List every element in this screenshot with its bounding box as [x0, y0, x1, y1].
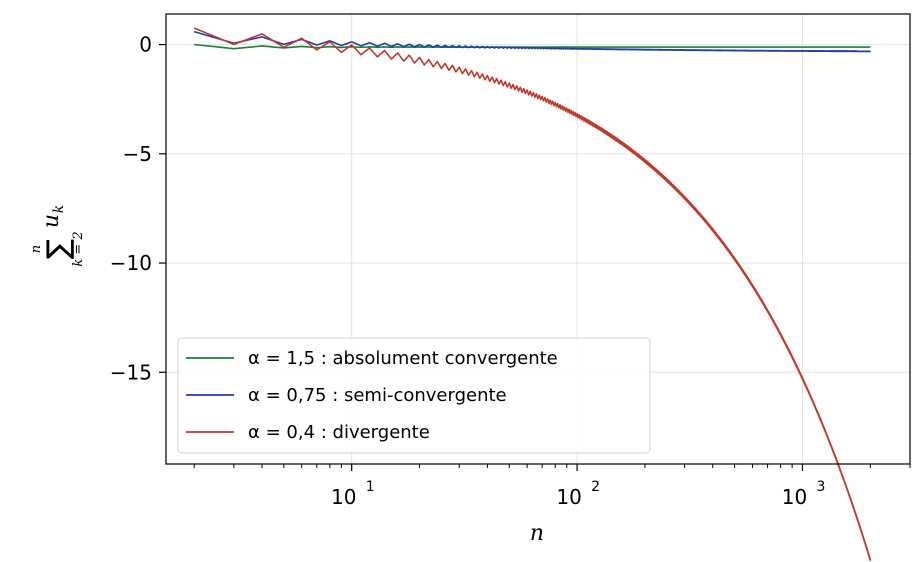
legend-label-1: α = 1,5 : absolument convergente	[248, 348, 558, 369]
series-layer	[193, 27, 872, 561]
legend: α = 1,5 : absolument convergente α = 0,75…	[177, 337, 651, 454]
x-axis-label: n	[530, 521, 544, 546]
x-tick-label-exponent: 2	[591, 479, 600, 495]
plot-frame	[165, 13, 911, 465]
y-axis-label-sum: ∑	[41, 239, 76, 259]
y-tick-label: −10	[110, 251, 152, 275]
series-line-3	[193, 27, 872, 561]
legend-box	[177, 337, 651, 454]
x-tick-label: 10	[331, 485, 356, 509]
y-axis-label-top: n	[29, 245, 44, 253]
x-tick-label-exponent: 3	[816, 479, 825, 495]
x-tick-label: 10	[782, 485, 807, 509]
y-tick-label: −5	[123, 142, 152, 166]
x-tick-label-exponent: 1	[366, 479, 375, 495]
legend-items: α = 1,5 : absolument convergente α = 0,75…	[186, 348, 558, 443]
y-axis-label: ∑ n k = 2 u k	[29, 205, 86, 267]
ticks: 10 1 10 2 10 3 0 −5 −10 −15	[110, 33, 911, 509]
series-line-1	[194, 43, 872, 50]
x-tick-label: 10	[556, 485, 581, 509]
y-tick-label: −15	[110, 360, 152, 384]
y-axis-label-term: u	[39, 214, 64, 228]
legend-label-2: α = 0,75 : semi-convergente	[248, 385, 507, 406]
legend-label-3: α = 0,4 : divergente	[248, 422, 430, 443]
y-axis-label-term-sub: k	[51, 205, 67, 213]
y-axis-label-bottom: k = 2	[71, 231, 86, 266]
series-line-2	[193, 30, 872, 53]
y-tick-label: 0	[139, 33, 152, 57]
